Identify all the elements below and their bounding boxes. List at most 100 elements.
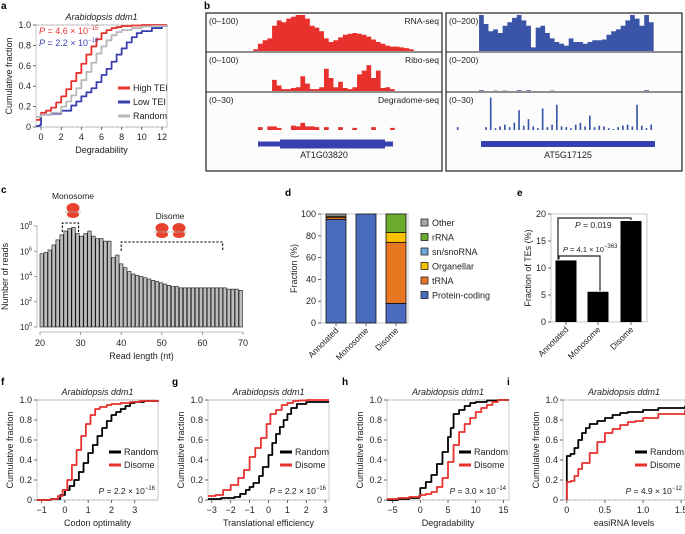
legend-swatch xyxy=(420,276,429,285)
bar xyxy=(555,260,577,322)
x-tick-label: 8 xyxy=(119,132,124,142)
legend-label: Disome xyxy=(650,460,681,470)
x-tick-label: 6 xyxy=(99,132,104,142)
x-tick-label: −1 xyxy=(37,505,47,515)
coverage-spike xyxy=(617,127,619,130)
coverage-spike xyxy=(499,126,501,130)
x-tick-label: −3 xyxy=(207,505,217,515)
ribosome-small-subunit xyxy=(156,231,168,238)
histogram-bar xyxy=(163,283,168,328)
y-tick-label: 0.2 xyxy=(18,102,31,112)
ribosome-icon xyxy=(65,203,81,218)
coverage-spike xyxy=(456,127,459,130)
coverage-spike xyxy=(532,126,535,130)
y-tick-label: 100 xyxy=(301,209,316,219)
stacked-bar-segment xyxy=(385,302,407,324)
y-tick-label: 0 xyxy=(27,495,32,505)
y-axis-label: Fraction (%) xyxy=(289,244,299,293)
y-axis-label: Number of reads xyxy=(0,242,10,310)
coverage-spike xyxy=(607,128,610,130)
y-tick-label: 0.8 xyxy=(545,415,558,425)
panel-i: i Arabidopsis ddm1 0 0.2 0.4 0.6 0.8 1.0 0 0.5 1.0… xyxy=(507,377,685,528)
histogram-bar xyxy=(75,233,80,328)
x-tick-label: 4 xyxy=(79,132,84,142)
coverage-spike xyxy=(584,126,586,130)
histogram-bar xyxy=(39,253,44,328)
coverage-area-rna-seq xyxy=(206,15,442,51)
y-tick-label: 0 xyxy=(26,122,31,132)
significance-bracket xyxy=(558,255,601,291)
series-line-high-tei xyxy=(36,24,167,121)
coverage-area-ribo-seq xyxy=(206,65,442,91)
series-line-random xyxy=(208,401,329,500)
ribosome-large-subunit xyxy=(66,203,80,213)
legend-label: Random xyxy=(650,447,684,457)
legend-label: Other xyxy=(432,218,455,228)
x-tick-label: 1.0 xyxy=(637,505,650,515)
track-range-label: (0–30) xyxy=(209,95,234,105)
histogram-bar xyxy=(119,263,124,328)
y-axis-label: Cumulative fraction xyxy=(176,411,186,488)
x-tick-label: −5 xyxy=(387,505,397,515)
histogram-bar xyxy=(123,267,128,328)
histogram-bar xyxy=(107,240,112,328)
coverage-spike xyxy=(636,104,638,130)
gene-name: AT1G03820 xyxy=(300,150,348,160)
y-tick-label: 10 xyxy=(536,263,546,273)
coverage-spike xyxy=(551,124,553,130)
histogram-bar xyxy=(175,286,180,328)
coverage-spike xyxy=(603,126,605,130)
p-value-high-tei: P = 4.6 × 10−15 xyxy=(39,26,99,36)
panel-label: b xyxy=(204,1,210,12)
browser-view-at1g03820: (0–100) RNA-seq (0–100) Ribo-seq (0–30) Degra… xyxy=(205,12,443,172)
histogram-bar xyxy=(179,287,183,328)
coverage-spike xyxy=(579,122,582,130)
histogram-bar xyxy=(111,257,116,328)
histogram-bar xyxy=(214,287,219,328)
chart-title: Arabidopsis ddm1 xyxy=(587,387,660,397)
legend-label: Low TEI xyxy=(133,97,166,107)
legend-label: Organellar xyxy=(432,262,474,272)
x-tick-label: 30 xyxy=(76,338,86,348)
x-axis-label: Degradability xyxy=(422,518,475,528)
track-range-label: (0–100) xyxy=(209,55,238,65)
chart-title: Arabidopsis ddm1 xyxy=(60,387,133,397)
coverage-spike xyxy=(640,125,643,130)
p-value-low-tei: P = 2.2 × 10−16 xyxy=(39,38,99,48)
y-tick-label: 0 xyxy=(198,495,203,505)
legend-label: High TEI xyxy=(133,83,168,93)
panel-label: d xyxy=(285,188,291,199)
legend-swatch xyxy=(420,233,429,241)
gene-cds xyxy=(280,139,385,149)
y-tick-label: 0.4 xyxy=(19,455,32,465)
legend-label: Random xyxy=(124,447,158,457)
panel-label: h xyxy=(342,377,348,388)
y-tick-label: 0.4 xyxy=(18,81,31,91)
histogram-bar xyxy=(151,279,156,328)
legend-swatch xyxy=(420,218,429,227)
disome-label: Disome xyxy=(156,211,185,221)
x-axis-label: Degradability xyxy=(75,145,128,155)
y-tick-label: 20 xyxy=(536,209,546,219)
coverage-spike xyxy=(485,127,487,130)
coverage-area-ribo-seq xyxy=(446,90,682,91)
p-value-label: P = 4.1 × 10−363 xyxy=(563,244,618,254)
track-range-label: (0–200) xyxy=(449,16,478,26)
gene-cds xyxy=(481,141,655,147)
panel-label: e xyxy=(517,188,523,199)
histogram-bar xyxy=(222,287,227,328)
histogram-bar xyxy=(167,285,172,328)
coverage-spike xyxy=(555,104,558,130)
x-tick-label: 0.5 xyxy=(599,505,612,515)
ribosome-small-subunit xyxy=(67,211,79,218)
panel-c: c 100 102 104 106 108 20 30 40 50 60 70 Read length … xyxy=(0,185,248,361)
y-tick-label: 106 xyxy=(20,246,32,256)
y-tick-label: 1.0 xyxy=(19,395,32,405)
monosome-label: Monosome xyxy=(52,191,94,201)
coverage-area-degradome xyxy=(206,122,442,130)
histogram-bar xyxy=(182,287,187,328)
x-axis-label: Codon optimality xyxy=(64,518,132,528)
panel-a: a Arabidopsis ddm1 0 0.2 0.4 0.6 0.8 1.0 0 2 4 6 8 10… xyxy=(1,1,168,155)
chart-title: Arabidopsis ddm1 xyxy=(411,387,484,397)
